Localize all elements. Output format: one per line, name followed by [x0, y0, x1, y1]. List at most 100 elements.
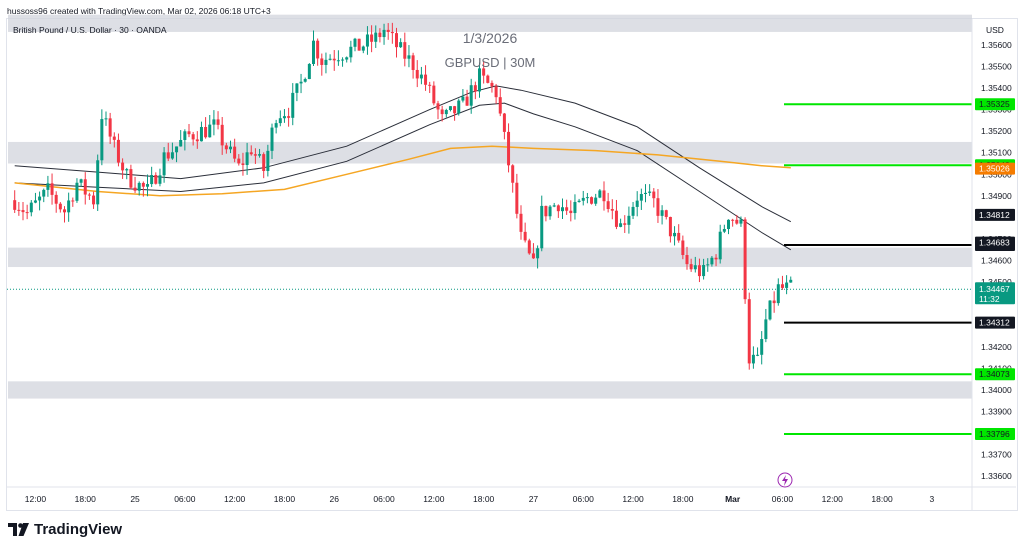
candle-body [697, 265, 701, 277]
axis-badge: 1.35026 [979, 164, 1010, 174]
time-tick-label: 12:00 [224, 494, 246, 504]
candle-body [100, 119, 104, 161]
candle-body [224, 145, 228, 150]
lightning-icon-ring [777, 472, 793, 488]
candle-body [681, 240, 685, 256]
candle-body [266, 150, 270, 172]
candle-body [648, 191, 652, 193]
candle-body [780, 284, 784, 288]
candle-body [158, 175, 162, 184]
symbol-title: British Pound / U.S. Dollar · 30 · OANDA [13, 25, 167, 35]
candle-body [187, 131, 191, 135]
candle-body [507, 131, 511, 166]
candle-body [341, 59, 345, 61]
price-tick-label: 1.34600 [981, 256, 1012, 266]
candle-body [166, 152, 170, 159]
candle-body [75, 182, 79, 201]
candle-body [610, 209, 614, 211]
candle-body [689, 264, 693, 270]
candle-body [702, 264, 706, 277]
candle-body [67, 200, 71, 213]
level-badge: 1.33796 [979, 429, 1010, 439]
candle-body [336, 60, 340, 62]
candle-body [71, 200, 75, 202]
candle-body [370, 34, 374, 42]
candle-body [718, 231, 722, 260]
lightning-icon[interactable] [777, 472, 793, 488]
candle-body [739, 219, 743, 224]
candle-body [241, 163, 245, 165]
candle-body [382, 29, 386, 38]
candle-body [258, 154, 262, 156]
candle-body [660, 210, 664, 216]
price-axis[interactable]: USD1.356001.355001.354001.353001.352001.… [971, 19, 1015, 511]
candle-body [349, 46, 353, 58]
countdown-label: 11:32 [979, 294, 1000, 304]
candle-body [282, 116, 286, 119]
candle-body [760, 339, 764, 355]
candle-body [332, 58, 336, 61]
candle-body [324, 59, 328, 65]
candle-body [527, 240, 531, 254]
candle-body [428, 84, 432, 86]
axis-badge-bg [975, 208, 1015, 221]
candle-body [415, 69, 419, 79]
candle-body [150, 174, 154, 185]
candle-body [569, 210, 573, 214]
candle-body [722, 229, 726, 232]
candle-body [46, 183, 50, 190]
candle-body [693, 265, 697, 270]
level-badge: 1.35325 [979, 99, 1010, 109]
annotations-group: British Pound / U.S. Dollar · 30 · OANDA… [13, 25, 535, 70]
price-tick-label: 1.33900 [981, 407, 1012, 417]
candle-body [42, 189, 46, 197]
candle-body [619, 223, 623, 227]
candle-body [212, 119, 216, 125]
candle-body [262, 154, 266, 172]
candle-body [395, 33, 398, 48]
candle-body [673, 232, 677, 237]
candle-body [108, 118, 112, 137]
candle-body [295, 83, 299, 93]
moving-averages-group [14, 85, 792, 251]
candle-body [21, 210, 25, 213]
candle-body [87, 194, 91, 196]
candle-body [536, 248, 540, 259]
candle-body [461, 96, 465, 101]
time-tick-label: 18:00 [75, 494, 97, 504]
candle-body [585, 197, 589, 199]
candle-body [170, 152, 174, 159]
time-tick-label: 12:00 [423, 494, 445, 504]
candle-body [685, 255, 689, 265]
candle-body [378, 32, 382, 38]
candle-body [511, 165, 515, 183]
candle-body [556, 205, 560, 212]
candle-body [652, 191, 656, 199]
candle-body [25, 212, 29, 214]
time-tick-label: 26 [330, 494, 340, 504]
candle-body [390, 31, 394, 34]
candle-body [764, 319, 768, 340]
candle-body [291, 92, 295, 118]
level-badge-bg [975, 316, 1015, 329]
candle-body [581, 197, 585, 201]
candle-body [175, 146, 179, 153]
time-tick-label: 27 [529, 494, 539, 504]
candle-body [141, 182, 145, 187]
candle-body [345, 57, 349, 60]
candles-group [13, 22, 793, 370]
candle-body [361, 46, 365, 51]
candle-body [606, 201, 610, 210]
candle-body [768, 300, 772, 320]
candle-body [577, 200, 581, 202]
candle-body [644, 192, 647, 195]
time-axis[interactable]: 12:00 18:00 25 06:00 12:00 18:00 26 06:00 12:00 1… [7, 486, 1016, 504]
candle-body [552, 205, 556, 207]
candle-body [494, 86, 498, 98]
candle-body [316, 40, 320, 59]
candle-body [133, 187, 137, 191]
brand-text: TradingView [34, 521, 123, 538]
candle-body [183, 131, 187, 140]
candle-body [411, 55, 415, 70]
